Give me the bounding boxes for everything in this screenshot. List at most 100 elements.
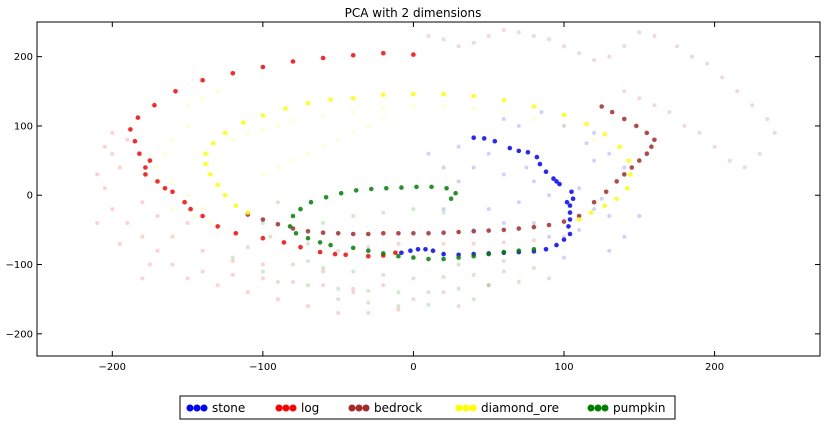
data-point (444, 186, 449, 191)
data-point (441, 91, 446, 97)
data-point (200, 77, 205, 83)
data-point (353, 188, 359, 193)
data-point-faint (155, 165, 160, 170)
data-point-faint (125, 221, 130, 225)
data-point (245, 210, 251, 215)
data-point-faint (117, 241, 122, 246)
data-point-faint (411, 297, 416, 302)
data-point-faint (306, 283, 310, 288)
data-point-faint (652, 103, 657, 108)
data-point (323, 195, 329, 200)
data-point-faint (336, 311, 341, 315)
y-tick-label: −100 (6, 260, 33, 271)
data-point (516, 226, 522, 231)
data-point (537, 161, 543, 167)
data-point-faint (441, 165, 446, 170)
data-point (525, 150, 531, 155)
data-point-faint (562, 255, 566, 260)
data-point-faint (95, 221, 100, 225)
data-point-faint (306, 151, 310, 156)
data-point (441, 256, 446, 262)
data-point-faint (501, 110, 506, 115)
data-point (441, 230, 446, 235)
data-point (644, 130, 650, 136)
data-point (441, 251, 446, 257)
data-point-faint (321, 113, 326, 118)
data-point (534, 154, 540, 160)
data-point-faint (577, 51, 582, 56)
data-point (531, 224, 537, 230)
data-point-faint (321, 266, 326, 270)
data-point-faint (501, 172, 506, 177)
data-point-faint (351, 269, 356, 274)
data-point (143, 172, 148, 177)
data-point (287, 224, 293, 229)
data-point (591, 199, 597, 205)
data-point (230, 71, 236, 76)
data-point-faint (637, 214, 642, 218)
data-point-faint (245, 245, 250, 250)
data-point (155, 179, 160, 184)
x-axis-ticks: −200 −100 0 100 200 (99, 22, 724, 373)
data-point (516, 248, 522, 253)
data-point (628, 172, 633, 177)
data-point (381, 50, 386, 56)
data-point-faint (720, 75, 725, 80)
data-point-faint (441, 210, 446, 215)
data-point (203, 151, 208, 156)
y-tick-label: 200 (14, 52, 33, 63)
legend-entry-diamond-ore: diamond_ore (455, 401, 559, 415)
data-point (332, 251, 338, 257)
data-point-faint (291, 158, 295, 163)
data-point-faint (291, 118, 295, 123)
data-point-faint (486, 151, 491, 156)
data-point (564, 199, 570, 205)
data-point-faint (516, 279, 521, 284)
data-point-faint (275, 279, 280, 284)
data-point (293, 231, 299, 236)
data-point-faint (381, 283, 386, 288)
data-point (128, 127, 133, 132)
data-point-faint (185, 221, 190, 225)
data-point-faint (208, 221, 213, 225)
data-point (554, 179, 559, 184)
legend-marker (289, 404, 297, 412)
x-tick-label: 0 (410, 362, 416, 373)
data-point (453, 190, 458, 196)
data-point-faint (471, 40, 476, 45)
data-point-faint (381, 106, 386, 111)
data-point-faint (441, 207, 446, 212)
data-point-faint (577, 227, 582, 232)
data-point (543, 247, 549, 252)
data-point-faint (531, 266, 536, 270)
data-point (399, 250, 404, 256)
data-point-faint (516, 200, 521, 205)
data-point (629, 165, 635, 170)
chart-title: PCA with 2 dimensions (345, 6, 482, 20)
data-point-faint (441, 241, 446, 246)
data-point-faint (275, 165, 280, 170)
data-point (584, 121, 589, 127)
data-point-faint (562, 123, 566, 128)
data-point-faint (230, 137, 235, 142)
data-point-faint (697, 130, 702, 135)
data-point-faint (531, 33, 536, 38)
data-point (426, 231, 431, 236)
data-point-faint (765, 117, 770, 121)
data-point-faint (456, 286, 461, 291)
data-point (516, 148, 522, 154)
data-point-faint (260, 276, 265, 281)
data-point-faint (215, 89, 220, 94)
data-point-faint (110, 130, 115, 135)
data-point-faint (441, 290, 446, 295)
data-point (471, 135, 477, 140)
data-point-faint (291, 262, 295, 267)
data-point (501, 98, 507, 103)
data-point-faint (268, 234, 273, 239)
data-point-faint (230, 259, 235, 264)
data-point (305, 235, 311, 241)
data-point-faint (501, 259, 506, 264)
data-point (471, 229, 477, 234)
data-point-faint (185, 193, 190, 198)
data-point (393, 250, 398, 256)
